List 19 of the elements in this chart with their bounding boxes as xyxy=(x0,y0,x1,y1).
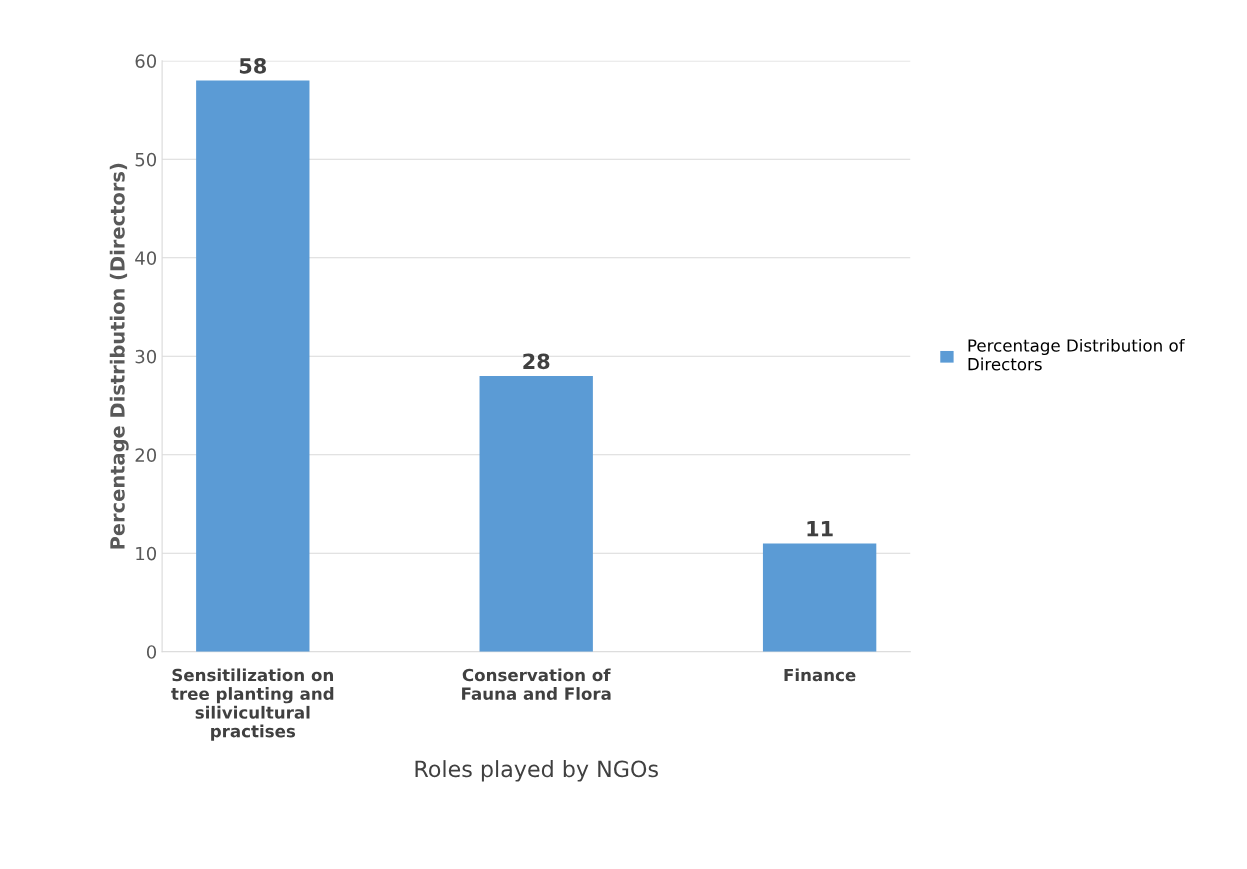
y-axis-title: Percentage Distribution (Directors) xyxy=(109,163,129,549)
x-tick-label: Conservation of Fauna and Flora xyxy=(462,668,611,700)
bar xyxy=(196,80,310,652)
bar xyxy=(762,543,877,652)
y-tick-label: 50 xyxy=(135,152,157,167)
y-tick-label: 0 xyxy=(146,645,157,659)
y-tick-label: 10 xyxy=(136,546,157,561)
x-tick-label: Sensitilization on tree planting and silivicultural practises xyxy=(171,668,334,741)
x-axis-title: Roles played by NGOs xyxy=(415,760,658,782)
y-tick-label: 40 xyxy=(135,251,157,265)
x-tick-label: Finance xyxy=(784,668,856,682)
legend-label: Percentage Distribution of Directors xyxy=(968,338,1185,371)
data-label: 58 xyxy=(239,57,266,74)
data-label: 28 xyxy=(523,353,550,370)
data-label: 11 xyxy=(807,521,833,537)
y-tick-label: 30 xyxy=(135,349,157,364)
y-tick-label: 20 xyxy=(135,448,157,462)
y-tick-label: 60 xyxy=(135,54,157,68)
bar xyxy=(479,375,593,652)
